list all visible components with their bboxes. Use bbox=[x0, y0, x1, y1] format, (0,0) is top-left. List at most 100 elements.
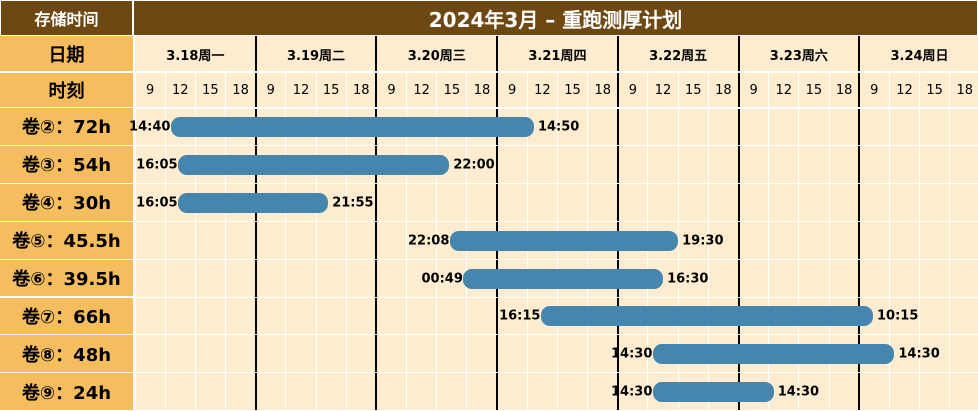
chart-title: 2024年3月 – 重跑测厚计划 bbox=[133, 0, 978, 36]
task-label: 卷③：54h bbox=[0, 145, 133, 184]
day-separator-line bbox=[858, 36, 861, 411]
day-separator-line bbox=[616, 36, 619, 411]
task-bar bbox=[178, 192, 329, 213]
task-bar bbox=[449, 230, 679, 251]
hour-tick-label: 18 bbox=[353, 82, 370, 98]
hour-grid-line bbox=[164, 72, 166, 411]
end-time-label: 10:15 bbox=[877, 308, 919, 324]
start-time-label: 22:08 bbox=[407, 233, 450, 249]
date-header: 3.21周四 bbox=[528, 48, 587, 64]
end-time-label: 22:00 bbox=[453, 157, 495, 173]
task-label: 卷⑥：39.5h bbox=[0, 259, 133, 298]
task-label: 卷②：72h bbox=[0, 108, 133, 146]
hour-grid-line bbox=[225, 72, 227, 411]
task-label: 卷⑧：48h bbox=[0, 335, 133, 374]
task-label: 卷④：30h bbox=[0, 183, 133, 222]
row-divider bbox=[133, 258, 978, 260]
start-time-label: 16:05 bbox=[136, 157, 178, 173]
hour-grid-line bbox=[919, 72, 921, 411]
day-separator-line bbox=[375, 36, 378, 411]
end-time-label: 14:30 bbox=[898, 346, 940, 362]
hour-tick-label: 9 bbox=[145, 82, 155, 98]
day-separator-line bbox=[737, 36, 740, 411]
hour-tick-label: 18 bbox=[835, 82, 853, 98]
row-divider bbox=[133, 334, 978, 336]
task-label: 卷⑨：24h bbox=[0, 373, 133, 411]
hour-tick-label: 9 bbox=[508, 82, 517, 98]
hour-tick-label: 18 bbox=[232, 82, 249, 98]
hour-tick-label: 15 bbox=[684, 82, 702, 98]
start-time-label: 14:30 bbox=[611, 384, 653, 400]
hour-grid-line bbox=[345, 72, 347, 411]
hour-tick-label: 9 bbox=[749, 82, 758, 98]
hour-tick-label: 12 bbox=[654, 82, 672, 98]
hour-tick-label: 15 bbox=[443, 82, 461, 98]
hour-tick-label: 15 bbox=[202, 82, 219, 98]
hour-tick-label: 15 bbox=[805, 82, 823, 98]
corner-label: 存储时间 bbox=[0, 0, 133, 36]
date-header: 3.24周日 bbox=[890, 48, 949, 64]
hour-grid-line bbox=[768, 72, 770, 411]
hour-tick-label: 12 bbox=[534, 82, 551, 98]
hour-tick-label: 12 bbox=[896, 82, 913, 98]
row-divider bbox=[133, 220, 978, 222]
day-separator-line bbox=[496, 36, 499, 411]
hour-tick-label: 15 bbox=[926, 82, 943, 98]
day-separator-line bbox=[254, 36, 257, 411]
date-row-label: 日期 bbox=[0, 36, 133, 72]
end-time-label: 19:30 bbox=[682, 233, 724, 249]
hour-tick-label: 18 bbox=[715, 82, 732, 98]
end-time-label: 21:55 bbox=[332, 195, 374, 211]
hour-grid-line bbox=[436, 72, 438, 411]
hour-tick-label: 9 bbox=[266, 82, 275, 98]
row-divider bbox=[133, 144, 978, 146]
hour-grid-line bbox=[315, 72, 317, 411]
hour-tick-label: 9 bbox=[387, 82, 396, 98]
hour-tick-label: 9 bbox=[870, 82, 879, 98]
task-bar bbox=[171, 116, 534, 137]
row-divider bbox=[133, 182, 978, 184]
row-divider bbox=[133, 372, 978, 374]
hour-grid-line bbox=[707, 72, 709, 411]
task-bar bbox=[653, 344, 895, 365]
hour-grid-line bbox=[888, 72, 890, 411]
start-time-label: 14:40 bbox=[129, 119, 171, 135]
start-time-label: 14:30 bbox=[611, 346, 653, 362]
row-divider bbox=[133, 296, 978, 298]
task-bar bbox=[463, 268, 664, 289]
task-bar bbox=[653, 382, 774, 403]
end-time-label: 14:30 bbox=[777, 384, 820, 400]
hour-row-label: 时刻 bbox=[0, 72, 133, 108]
hour-tick-label: 18 bbox=[594, 82, 611, 98]
hour-tick-label: 18 bbox=[473, 82, 491, 98]
hour-tick-label: 12 bbox=[413, 82, 430, 98]
task-label: 卷⑦：66h bbox=[0, 297, 133, 336]
task-label: 卷⑤：45.5h bbox=[0, 221, 133, 260]
start-time-label: 16:15 bbox=[499, 308, 541, 324]
label-grid-divider bbox=[133, 36, 135, 411]
task-bar bbox=[541, 306, 874, 327]
end-time-label: 16:30 bbox=[667, 271, 709, 287]
hour-grid-line bbox=[828, 72, 830, 411]
hour-grid-line bbox=[406, 72, 408, 411]
header-divider bbox=[0, 71, 978, 73]
start-time-label: 16:05 bbox=[136, 195, 178, 211]
date-header: 3.23周六 bbox=[769, 48, 828, 64]
hour-grid-line bbox=[798, 72, 800, 411]
end-time-label: 14:50 bbox=[537, 119, 580, 135]
hour-grid-line bbox=[194, 72, 196, 411]
hour-tick-label: 12 bbox=[171, 82, 189, 98]
hour-grid-line bbox=[949, 72, 951, 411]
date-header: 3.20周三 bbox=[407, 48, 466, 64]
date-header: 3.22周五 bbox=[649, 48, 708, 64]
hour-tick-label: 12 bbox=[292, 82, 310, 98]
hour-grid-line bbox=[134, 72, 136, 411]
hour-tick-label: 15 bbox=[322, 82, 340, 98]
hour-tick-label: 9 bbox=[628, 82, 638, 98]
hour-tick-label: 18 bbox=[956, 82, 974, 98]
task-bar bbox=[178, 154, 450, 175]
hour-tick-label: 12 bbox=[775, 82, 793, 98]
hour-grid-line bbox=[285, 72, 287, 411]
hour-grid-line bbox=[677, 72, 679, 411]
